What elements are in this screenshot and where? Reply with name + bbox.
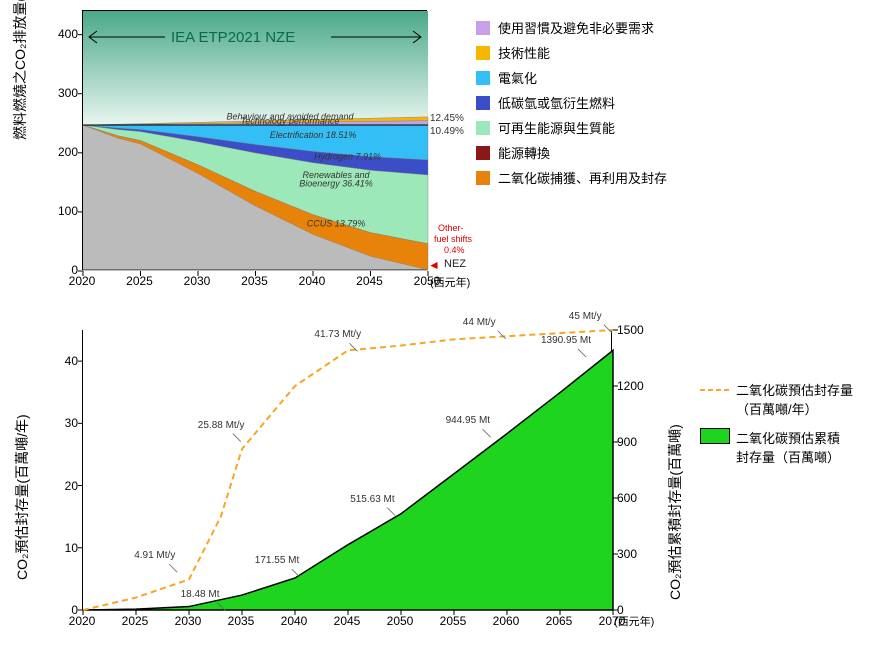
legend-swatch (476, 171, 490, 185)
top-legend: 使用習慣及避免非必要需求技術性能電氣化低碳氫或氫衍生燃料可再生能源與生質能能源轉… (476, 18, 667, 193)
bottom-ytick-left: 10 (52, 541, 78, 555)
top-xtick: 2020 (62, 274, 102, 288)
bottom-xtick: 2065 (539, 614, 579, 628)
bottom-xtick: 2020 (62, 614, 102, 628)
legend-label: 二氧化碳捕獲、再利用及封存 (498, 168, 667, 187)
legend-swatch (476, 21, 490, 35)
legend-swatch (476, 121, 490, 135)
legend-swatch (476, 46, 490, 60)
legend-item: 可再生能源與生質能 (476, 118, 667, 137)
bottom-ytick-right: 900 (617, 435, 657, 449)
legend-rate-line: 二氧化碳預估封存量 （百萬噸/年） (700, 380, 853, 418)
bottom-xtick: 2035 (221, 614, 261, 628)
legend-label: 電氣化 (498, 68, 537, 87)
bottom-xtick: 2040 (274, 614, 314, 628)
svg-text:CCUS 13.79%: CCUS 13.79% (307, 219, 366, 229)
legend-item: 能源轉換 (476, 143, 667, 162)
top-x-unit: (西元年) (430, 274, 470, 290)
legend-swatch (476, 146, 490, 160)
top-ytick: 200 (52, 145, 78, 159)
rate-point-label: 44 Mt/y (463, 317, 496, 328)
top-xtick: 2035 (235, 274, 275, 288)
legend-item: 低碳氫或氫衍生燃料 (476, 93, 667, 112)
legend-swatch (476, 71, 490, 85)
pct-label-1: 12.45% (430, 113, 464, 124)
svg-text:Technology performance: Technology performance (241, 116, 340, 126)
bottom-ytick-right: 600 (617, 491, 657, 505)
bottom-xtick: 2030 (168, 614, 208, 628)
legend-cum-area: 二氧化碳預估累積 封存量（百萬噸） (700, 428, 853, 466)
cum-point-label: 515.63 Mt (350, 494, 394, 505)
rate-point-label: 25.88 Mt/y (198, 420, 245, 431)
bottom-chart-svg (83, 330, 613, 610)
bottom-xtick: 2055 (433, 614, 473, 628)
legend-label: 使用習慣及避免非必要需求 (498, 18, 654, 37)
legend-item: 電氣化 (476, 68, 667, 87)
bottom-legend: 二氧化碳預估封存量 （百萬噸/年） 二氧化碳預估累積 封存量（百萬噸） (700, 380, 853, 476)
bottom-xtick: 2045 (327, 614, 367, 628)
nez-label: NEZ (444, 258, 466, 270)
nez-arrow-icon: ◄ (428, 258, 440, 272)
cum-point-label: 1390.95 Mt (541, 335, 591, 346)
legend-label: 能源轉換 (498, 143, 550, 162)
bottom-ytick-left: 30 (52, 416, 78, 430)
top-xtick: 2045 (350, 274, 390, 288)
bottom-chart-section: CO₂預估封存量(百萬噸/年) CO₂預估累積封存量(百萬噸) 01020304… (0, 320, 874, 664)
rate-point-label: 45 Mt/y (569, 311, 602, 322)
legend-rate-label-2: （百萬噸/年） (736, 399, 853, 418)
bottom-ytick-right: 1500 (617, 323, 657, 337)
top-chart-title: IEA ETP2021 NZE (171, 29, 295, 46)
svg-text:Hydrogen 7.91%: Hydrogen 7.91% (314, 151, 381, 161)
rate-point-label: 41.73 Mt/y (314, 329, 361, 340)
rate-point-label: 4.91 Mt/y (134, 550, 175, 561)
legend-label: 低碳氫或氫衍生燃料 (498, 93, 615, 112)
svg-text:Bioenergy 36.41%: Bioenergy 36.41% (299, 178, 373, 188)
top-xtick: 2040 (292, 274, 332, 288)
top-y-axis-label: 燃料燃燒之CO₂排放量(百萬噸) (10, 0, 30, 140)
bottom-y-axis-label-left: CO₂預估封存量(百萬噸/年) (12, 414, 32, 580)
top-ytick: 100 (52, 204, 78, 218)
top-xtick: 2025 (120, 274, 160, 288)
top-chart-section: 燃料燃燒之CO₂排放量(百萬噸) Behaviour and avoided d… (0, 0, 874, 310)
legend-swatch (476, 96, 490, 110)
legend-rate-label-1: 二氧化碳預估封存量 (736, 380, 853, 399)
pct-label-2: 10.49% (430, 126, 464, 137)
cum-point-label: 171.55 Mt (255, 555, 299, 566)
legend-item: 二氧化碳捕獲、再利用及封存 (476, 168, 667, 187)
top-chart-svg: Behaviour and avoided demandTechnology p… (83, 11, 428, 271)
bottom-xtick: 2050 (380, 614, 420, 628)
other-fuel-3: 0.4% (444, 245, 465, 255)
bottom-ytick-right: 300 (617, 547, 657, 561)
bottom-chart-plot (82, 330, 612, 610)
legend-cum-label-2: 封存量（百萬噸） (736, 447, 840, 466)
legend-label: 可再生能源與生質能 (498, 118, 615, 137)
bottom-x-unit: (西元年) (614, 613, 654, 629)
bottom-xtick: 2060 (486, 614, 526, 628)
bottom-xtick: 2025 (115, 614, 155, 628)
legend-item: 技術性能 (476, 43, 667, 62)
bottom-ytick-left: 40 (52, 354, 78, 368)
other-fuel-2: fuel shifts (434, 234, 472, 244)
svg-text:Electrification 18.51%: Electrification 18.51% (270, 130, 357, 140)
top-ytick: 400 (52, 27, 78, 41)
legend-item: 使用習慣及避免非必要需求 (476, 18, 667, 37)
other-fuel-1: Other- (438, 223, 464, 233)
bottom-ytick-left: 20 (52, 479, 78, 493)
bottom-ytick-right: 1200 (617, 379, 657, 393)
cum-point-label: 18.48 Mt (181, 589, 220, 600)
legend-label: 技術性能 (498, 43, 550, 62)
top-xtick: 2030 (177, 274, 217, 288)
figure-container: 燃料燃燒之CO₂排放量(百萬噸) Behaviour and avoided d… (0, 0, 874, 664)
cum-point-label: 944.95 Mt (446, 415, 490, 426)
top-ytick: 300 (52, 86, 78, 100)
legend-cum-label-1: 二氧化碳預估累積 (736, 428, 840, 447)
top-chart-plot: Behaviour and avoided demandTechnology p… (82, 10, 427, 270)
bottom-y-axis-label-right: CO₂預估累積封存量(百萬噸) (665, 424, 685, 600)
